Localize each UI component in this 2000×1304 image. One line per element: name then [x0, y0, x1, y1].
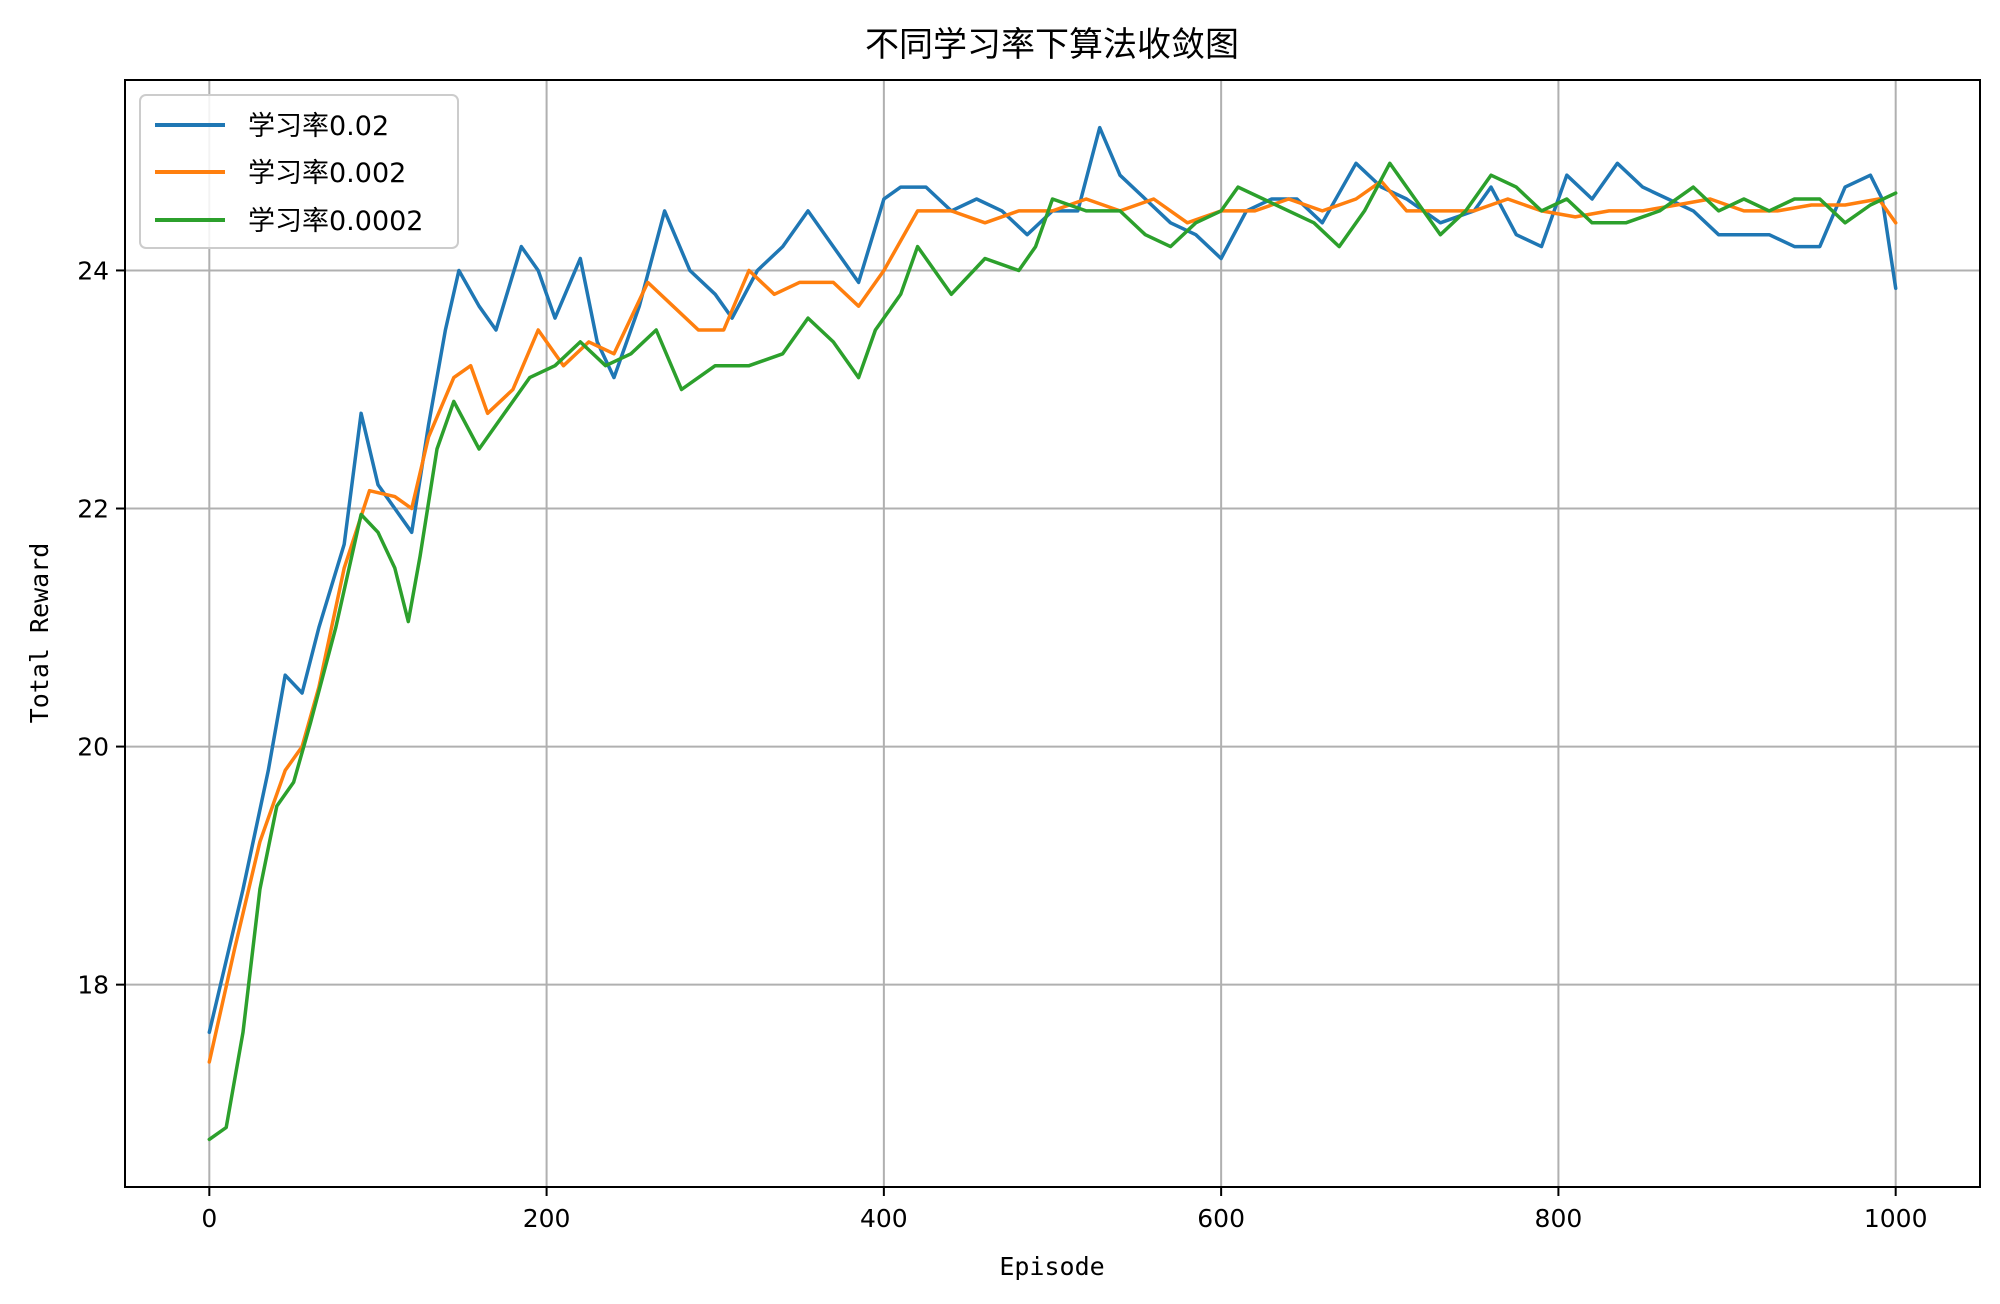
y-tick-label: 18 [77, 971, 109, 1000]
legend-label-lr-0.02: 学习率0.02 [248, 111, 389, 142]
x-axis-label: Episode [999, 1252, 1104, 1281]
series-line-2 [207, 161, 1898, 1142]
x-tick-label: 600 [1197, 1204, 1245, 1233]
axis-ticks: 0 200 400 600 800 1000 18 20 22 24 [77, 256, 1927, 1233]
legend-box [139, 94, 459, 249]
x-tick-label: 1000 [1864, 1204, 1928, 1233]
series-line-1 [207, 179, 1898, 1064]
y-tick-label: 20 [77, 733, 109, 762]
legend: 学习率0.02 学习率0.002 学习率0.0002 [139, 94, 459, 249]
series-lines [207, 125, 1898, 1142]
x-tick-label: 400 [860, 1204, 908, 1233]
legend-label-lr-0.002: 学习率0.002 [248, 158, 406, 189]
x-tick-label: 200 [523, 1204, 571, 1233]
x-tick-label: 0 [201, 1204, 217, 1233]
y-axis-label: Total Reward [25, 543, 54, 724]
x-tick-label: 800 [1535, 1204, 1583, 1233]
series-line-0 [207, 125, 1898, 1035]
plot-frame [124, 79, 1981, 1188]
legend-label-lr-0.0002: 学习率0.0002 [248, 206, 423, 237]
y-tick-label: 24 [77, 256, 109, 285]
y-tick-label: 22 [77, 495, 109, 524]
chart-title: 不同学习率下算法收敛图 [865, 25, 1239, 65]
grid-lines [125, 80, 1980, 1187]
